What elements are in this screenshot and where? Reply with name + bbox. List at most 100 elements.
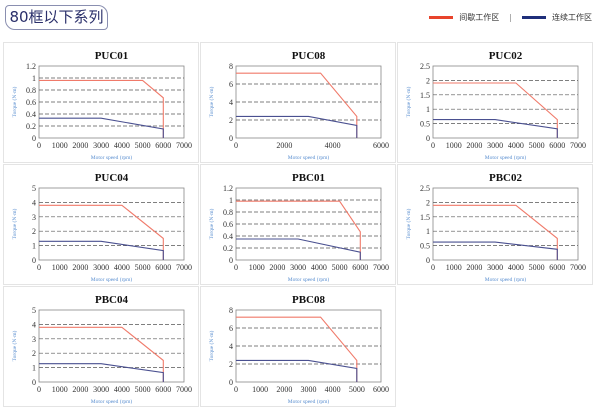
y-tick-label: 3 bbox=[32, 213, 36, 222]
chart-svg: PUC04 0 1 2 3 4 5 0 1000 2000 3000 4000 5000 6000 7000… bbox=[11, 172, 192, 283]
y-tick-label: 4 bbox=[32, 198, 36, 207]
y-tick-label: 0.8 bbox=[26, 86, 36, 95]
x-axis-label: Motor speed (rpm) bbox=[91, 398, 133, 405]
x-tick-label: 4000 bbox=[508, 263, 524, 272]
x-tick-label: 0 bbox=[431, 263, 435, 272]
x-tick-label: 4000 bbox=[114, 141, 130, 150]
chart-title: PUC08 bbox=[292, 50, 326, 62]
continuous-curve bbox=[39, 363, 164, 382]
y-axis-label: Torque (N·m) bbox=[11, 331, 18, 362]
x-tick-label: 3000 bbox=[93, 263, 109, 272]
y-tick-label: 2 bbox=[32, 349, 36, 358]
x-tick-label: 5000 bbox=[135, 385, 151, 394]
chart-svg: PBC08 0 2 4 6 8 0 1000 2000 3000 4000 5000 6000 Motor… bbox=[208, 294, 389, 405]
y-axis-label: Torque (N·m) bbox=[405, 87, 412, 118]
x-tick-label: 4000 bbox=[114, 263, 130, 272]
y-tick-label: 0.8 bbox=[223, 208, 233, 217]
x-tick-label: 0 bbox=[234, 141, 238, 150]
intermittent-curve bbox=[39, 79, 164, 138]
x-tick-label: 6000 bbox=[373, 141, 389, 150]
chart-svg: PUC08 0 2 4 6 8 0 2000 4000 6000 Motor speed (rpm)… bbox=[208, 50, 389, 161]
x-tick-label: 1000 bbox=[52, 385, 68, 394]
continuous-curve bbox=[433, 119, 558, 138]
y-tick-label: 8 bbox=[229, 62, 233, 71]
x-tick-label: 7000 bbox=[176, 263, 192, 272]
continuous-curve bbox=[433, 241, 558, 260]
intermittent-curve bbox=[236, 200, 361, 260]
y-tick-label: 0.2 bbox=[26, 122, 36, 131]
x-tick-label: 6000 bbox=[549, 141, 565, 150]
x-tick-label: 1000 bbox=[446, 263, 462, 272]
y-tick-label: 3 bbox=[32, 335, 36, 344]
chart-svg: PUC02 0 0.5 1 1.5 2 2.5 0 1000 2000 3000 4000 5000 60… bbox=[405, 50, 586, 161]
continuous-curve bbox=[39, 240, 164, 260]
chart-title: PBC04 bbox=[95, 294, 129, 306]
y-tick-label: 2 bbox=[229, 360, 233, 369]
chart-svg: PUC01 0 0.2 0.4 0.6 0.8 1 1.2 0 1000 2000 3000 4000 5… bbox=[11, 50, 192, 161]
x-tick-label: 0 bbox=[37, 263, 41, 272]
y-axis-label: Torque (N·m) bbox=[208, 331, 215, 362]
x-tick-label: 3000 bbox=[487, 263, 503, 272]
plot-frame bbox=[38, 187, 185, 261]
x-tick-label: 6000 bbox=[549, 263, 565, 272]
x-axis-label: Motor speed (rpm) bbox=[485, 276, 527, 283]
y-tick-label: 2 bbox=[426, 198, 430, 207]
x-tick-label: 1000 bbox=[249, 263, 265, 272]
chart-card-puc04: PUC04 0 1 2 3 4 5 0 1000 2000 3000 4000 5000 6000 7000… bbox=[3, 164, 199, 285]
x-tick-label: 2000 bbox=[72, 263, 88, 272]
x-tick-label: 6000 bbox=[373, 385, 389, 394]
x-tick-label: 3000 bbox=[301, 385, 317, 394]
y-tick-label: 0.6 bbox=[26, 98, 36, 107]
x-tick-label: 1000 bbox=[446, 141, 462, 150]
y-tick-label: 5 bbox=[32, 306, 36, 315]
x-tick-label: 6000 bbox=[155, 141, 171, 150]
x-tick-label: 6000 bbox=[155, 263, 171, 272]
x-axis-label: Motor speed (rpm) bbox=[91, 276, 133, 283]
x-tick-label: 4000 bbox=[325, 385, 341, 394]
intermittent-curve bbox=[39, 204, 164, 260]
y-tick-label: 0 bbox=[426, 256, 430, 265]
x-tick-label: 2000 bbox=[269, 263, 285, 272]
legend: 间歇工作区 | 连续工作区 bbox=[429, 12, 592, 23]
x-tick-label: 3000 bbox=[290, 263, 306, 272]
y-tick-label: 0 bbox=[32, 134, 36, 143]
chart-card-pbc04: PBC04 0 1 2 3 4 5 0 1000 2000 3000 4000 5000 6000 7000… bbox=[3, 286, 199, 407]
x-tick-label: 5000 bbox=[135, 263, 151, 272]
y-tick-label: 1.5 bbox=[420, 213, 430, 222]
x-tick-label: 2000 bbox=[72, 385, 88, 394]
y-tick-label: 0.5 bbox=[420, 120, 430, 129]
chart-svg: PBC04 0 1 2 3 4 5 0 1000 2000 3000 4000 5000 6000 7000… bbox=[11, 294, 192, 405]
x-tick-label: 5000 bbox=[349, 385, 365, 394]
x-tick-label: 2000 bbox=[466, 263, 482, 272]
y-tick-label: 1 bbox=[32, 364, 36, 373]
x-tick-label: 2000 bbox=[72, 141, 88, 150]
x-tick-label: 0 bbox=[234, 263, 238, 272]
x-tick-label: 0 bbox=[431, 141, 435, 150]
x-tick-label: 4000 bbox=[311, 263, 327, 272]
x-tick-label: 3000 bbox=[487, 141, 503, 150]
x-tick-label: 3000 bbox=[93, 385, 109, 394]
chart-title: PUC01 bbox=[95, 50, 129, 62]
x-tick-label: 5000 bbox=[135, 141, 151, 150]
chart-title: PBC02 bbox=[489, 172, 523, 184]
y-tick-label: 1 bbox=[426, 105, 430, 114]
y-tick-label: 1 bbox=[229, 196, 233, 205]
chart-svg: PBC01 0 0.2 0.4 0.6 0.8 1 1.2 0 1000 2000 3000 4000 5… bbox=[208, 172, 389, 283]
y-tick-label: 0 bbox=[32, 256, 36, 265]
x-tick-label: 3000 bbox=[93, 141, 109, 150]
x-tick-label: 7000 bbox=[570, 141, 586, 150]
legend-continuous-line bbox=[522, 16, 546, 19]
chart-card-pbc01: PBC01 0 0.2 0.4 0.6 0.8 1 1.2 0 1000 2000 3000 4000 5… bbox=[200, 164, 396, 285]
y-tick-label: 0 bbox=[426, 134, 430, 143]
x-axis-label: Motor speed (rpm) bbox=[288, 276, 330, 283]
y-tick-label: 1.2 bbox=[26, 62, 36, 71]
chart-title: PBC01 bbox=[292, 172, 325, 184]
y-tick-label: 4 bbox=[229, 98, 233, 107]
y-axis-label: Torque (N·m) bbox=[208, 87, 215, 118]
intermittent-curve bbox=[236, 316, 358, 382]
x-axis-label: Motor speed (rpm) bbox=[288, 398, 330, 405]
x-tick-label: 0 bbox=[234, 385, 238, 394]
y-tick-label: 1.2 bbox=[223, 184, 233, 193]
chart-title: PUC04 bbox=[95, 172, 129, 184]
y-axis-label: Torque (N·m) bbox=[11, 209, 18, 240]
